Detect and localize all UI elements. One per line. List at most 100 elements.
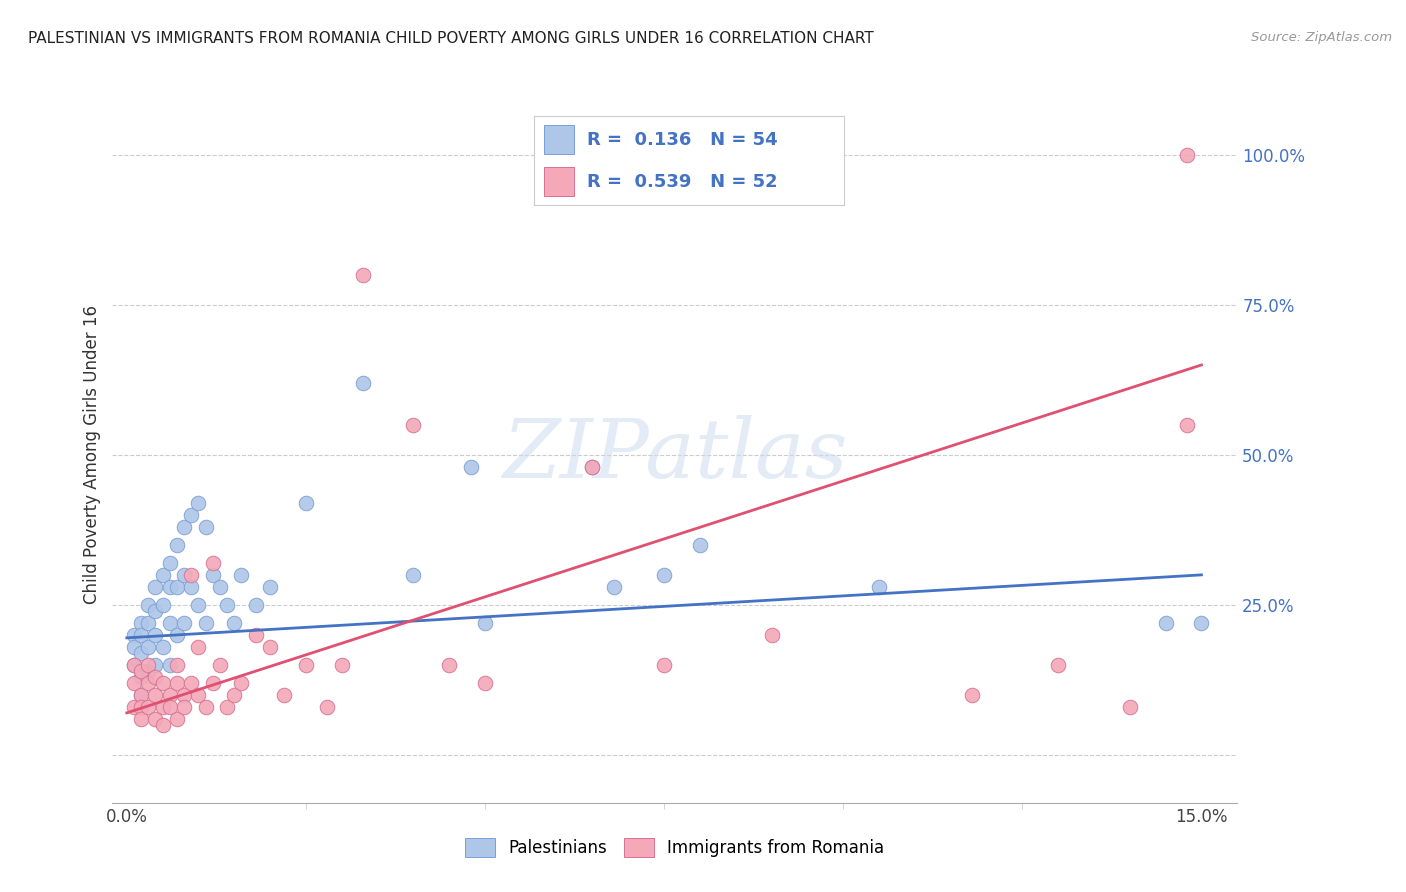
Point [437, 657, 460, 672]
Point [460, 459, 482, 474]
Point [259, 580, 281, 594]
Point [224, 688, 246, 702]
Point [122, 657, 145, 672]
Point [180, 567, 202, 582]
Point [136, 676, 159, 690]
Point [180, 676, 202, 690]
Point [152, 699, 174, 714]
Point [129, 628, 152, 642]
Point [166, 628, 188, 642]
Point [1047, 657, 1070, 672]
Point [166, 712, 188, 726]
Point [136, 657, 159, 672]
Point [180, 508, 202, 522]
Point [1175, 148, 1198, 162]
Text: Source: ZipAtlas.com: Source: ZipAtlas.com [1251, 31, 1392, 45]
Point [201, 556, 224, 570]
Point [1119, 699, 1142, 714]
Point [173, 688, 195, 702]
Point [159, 688, 181, 702]
Point [145, 604, 167, 618]
Text: PALESTINIAN VS IMMIGRANTS FROM ROMANIA CHILD POVERTY AMONG GIRLS UNDER 16 CORREL: PALESTINIAN VS IMMIGRANTS FROM ROMANIA C… [28, 31, 875, 46]
Bar [544, 125, 575, 154]
Point [652, 657, 675, 672]
Point [1191, 615, 1213, 630]
Point [402, 567, 425, 582]
Point [474, 676, 496, 690]
Point [208, 580, 231, 594]
Point [152, 567, 174, 582]
Point [129, 670, 152, 684]
Point [652, 567, 675, 582]
Y-axis label: Child Poverty Among Girls Under 16: Child Poverty Among Girls Under 16 [83, 305, 101, 605]
Point [129, 688, 152, 702]
Point [224, 615, 246, 630]
Point [173, 520, 195, 534]
Point [122, 676, 145, 690]
Point [173, 699, 195, 714]
Point [352, 268, 374, 282]
Point [231, 567, 253, 582]
Point [217, 598, 239, 612]
Point [231, 676, 253, 690]
Point [159, 580, 181, 594]
Point [152, 598, 174, 612]
Point [581, 459, 603, 474]
Point [159, 699, 181, 714]
Point [316, 699, 339, 714]
Point [122, 628, 145, 642]
Text: ZIPatlas: ZIPatlas [502, 415, 848, 495]
Point [330, 657, 353, 672]
Point [273, 688, 295, 702]
Point [187, 688, 209, 702]
Point [259, 640, 281, 654]
Point [145, 628, 167, 642]
Point [129, 712, 152, 726]
Legend: Palestinians, Immigrants from Romania: Palestinians, Immigrants from Romania [458, 831, 891, 864]
Point [136, 640, 159, 654]
Point [1154, 615, 1177, 630]
Point [1175, 417, 1198, 432]
Point [145, 657, 167, 672]
Point [245, 628, 267, 642]
Point [187, 598, 209, 612]
Point [868, 580, 890, 594]
Point [208, 657, 231, 672]
Point [129, 646, 152, 660]
Point [194, 699, 217, 714]
Point [159, 657, 181, 672]
Point [122, 657, 145, 672]
Point [194, 520, 217, 534]
Point [245, 598, 267, 612]
Point [136, 615, 159, 630]
Point [136, 699, 159, 714]
Point [129, 615, 152, 630]
Point [145, 670, 167, 684]
Point [474, 615, 496, 630]
Point [295, 496, 318, 510]
Point [352, 376, 374, 390]
Point [136, 664, 159, 678]
Point [159, 556, 181, 570]
Point [187, 640, 209, 654]
Text: R =  0.539   N = 52: R = 0.539 N = 52 [586, 172, 778, 191]
Point [129, 699, 152, 714]
Point [152, 718, 174, 732]
Point [173, 567, 195, 582]
Point [122, 640, 145, 654]
Point [129, 664, 152, 678]
Point [122, 699, 145, 714]
Point [166, 657, 188, 672]
Point [402, 417, 425, 432]
Point [173, 615, 195, 630]
Point [581, 459, 603, 474]
Point [136, 598, 159, 612]
Text: R =  0.136   N = 54: R = 0.136 N = 54 [586, 130, 778, 149]
Point [201, 567, 224, 582]
Point [295, 657, 318, 672]
Point [129, 688, 152, 702]
Point [152, 640, 174, 654]
Point [180, 580, 202, 594]
Point [166, 538, 188, 552]
Point [145, 580, 167, 594]
